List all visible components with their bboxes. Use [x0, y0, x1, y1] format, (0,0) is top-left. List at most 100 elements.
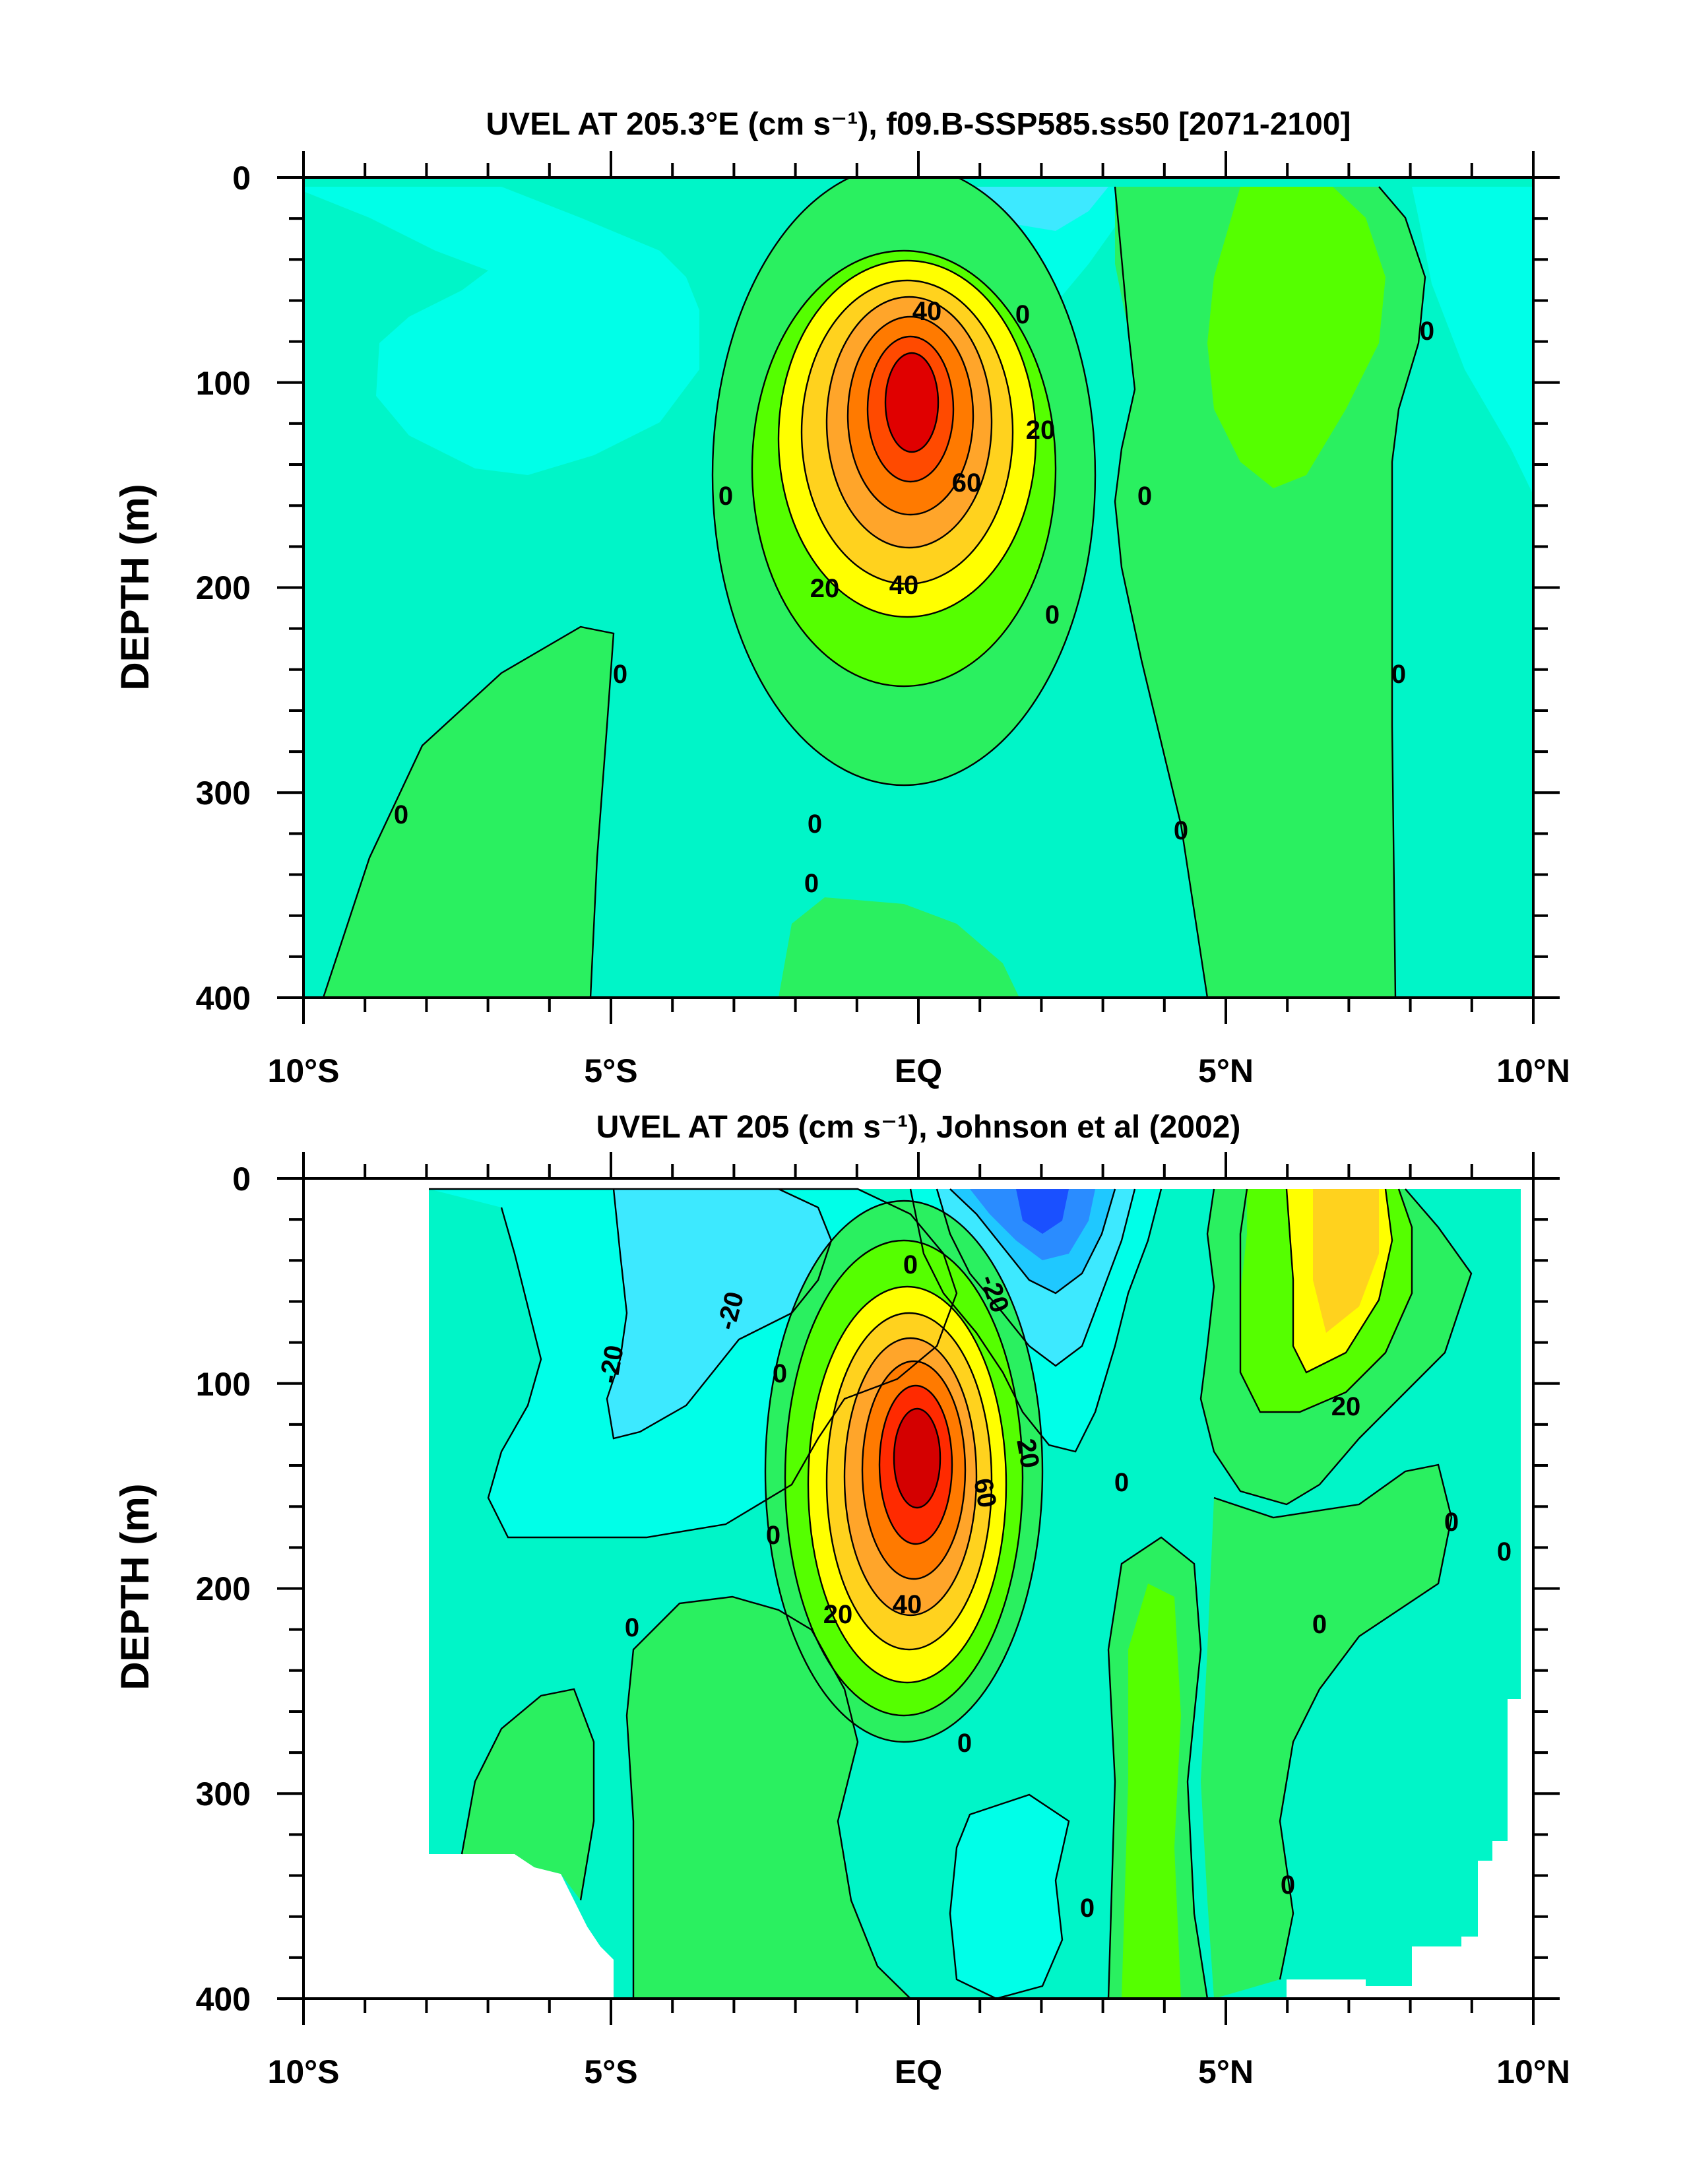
top-jet-contour-1: [751, 249, 1057, 688]
bottom-panel-title: UVEL AT 205 (cm s⁻¹), Johnson et al (200…: [596, 1110, 1241, 1145]
top-core-jet: [713, 177, 1095, 785]
bottom-east-contour-2: [1239, 1188, 1413, 1413]
bottom-center-contour-2: [936, 1188, 1136, 1367]
contour-label: 0: [957, 1729, 972, 1758]
contour-label: 20: [1026, 416, 1056, 445]
contour-label: 60: [952, 468, 982, 498]
bottom-jet-contour-1: [784, 1239, 1024, 1717]
top-east-contour: [1114, 186, 1209, 998]
bottom-jet-contour-4: [843, 1337, 978, 1617]
contour-label: 20: [1331, 1392, 1361, 1421]
contour-label: 40: [912, 297, 942, 326]
bottom-x-tick-label: 10°N: [1496, 2053, 1570, 2090]
top-west-contour: [322, 626, 615, 998]
top-jet-contour-2: [777, 259, 1037, 618]
top-x-tick-label: 10°S: [268, 1052, 340, 1089]
top-x-tick-label: 5°S: [584, 1052, 637, 1089]
top-jet-contour-6: [866, 335, 955, 483]
bottom-jet-contour-3: [825, 1312, 993, 1651]
bottom-east-contour: [1199, 1188, 1473, 1506]
top-positive-region-west: [323, 627, 614, 998]
top-x-tick-label: 10°N: [1496, 1052, 1570, 1089]
bottom-y-tick-label: 200: [196, 1570, 251, 1607]
contour-label: 0: [1045, 600, 1060, 629]
bottom-y-tick-label: 300: [196, 1776, 251, 1813]
bottom-negative-center-5: [1016, 1189, 1069, 1234]
bottom-jet-level-7: [894, 1409, 940, 1508]
bottom-contour-lines: [429, 1188, 1473, 1999]
bottom-y-tick-label: 0: [232, 1161, 251, 1198]
top-y-tick-label: 200: [196, 569, 251, 606]
contour-label: 20: [1011, 1436, 1044, 1470]
bottom-x-tick-label: 10°S: [268, 2053, 340, 2090]
bottom-deep-contour: [949, 1793, 1070, 1999]
contour-label: 0: [625, 1613, 639, 1642]
bottom-jet-contour-6: [878, 1384, 953, 1545]
contour-label: 0: [903, 1250, 918, 1279]
contour-label: -20: [594, 1343, 629, 1386]
contour-label: 0: [1444, 1508, 1459, 1537]
bottom-contour-labels: -20 -20 -20 0 20 0 0 20 0 60 20 0 0 0 40…: [594, 1250, 1512, 1923]
contour-label: 0: [394, 800, 408, 829]
top-y-tick-label: 400: [196, 980, 251, 1017]
bottom-y-axis-label: DEPTH (m): [113, 1483, 157, 1690]
top-jet-contour-7: [884, 352, 940, 453]
contour-label: 0: [1420, 317, 1434, 346]
bottom-midwater-contour: [461, 1688, 595, 1901]
bottom-center-contour-3: [949, 1188, 1116, 1295]
contour-label: 40: [893, 1590, 922, 1619]
bottom-east-contour-3: [1285, 1188, 1393, 1374]
top-positive-region-south: [779, 897, 1019, 998]
bottom-negative-deep: [950, 1795, 1069, 1999]
bottom-x-tick-label: 5°N: [1198, 2053, 1254, 2090]
contour-label: 0: [1174, 816, 1188, 845]
top-y-axis-label: DEPTH (m): [113, 484, 157, 690]
top-contour-labels: 40 0 0 20 0 0 60 0 20 40 0 0 0 0 0 0: [394, 297, 1434, 898]
top-jet-contour-3: [800, 279, 1014, 585]
bottom-y-tick-label: 100: [196, 1366, 251, 1403]
top-panel-title: UVEL AT 205.3°E (cm s⁻¹), f09.B-SSP585.s…: [486, 107, 1351, 142]
top-y-tick-label: 100: [196, 365, 251, 402]
top-strong-region-east: [1207, 187, 1386, 488]
contour-label: 20: [823, 1600, 853, 1629]
contour-label: 0: [1137, 482, 1152, 511]
top-negative-region-2b: [976, 187, 1108, 231]
bottom-jet-contour-5: [861, 1360, 967, 1580]
contour-label: 0: [808, 810, 822, 839]
contour-label: 0: [766, 1521, 781, 1550]
top-y-tick-label: 300: [196, 775, 251, 812]
top-jet-contour-5: [846, 315, 974, 516]
bottom-x-tick-label: EQ: [895, 2053, 942, 2090]
bottom-panel: UVEL AT 205 (cm s⁻¹), Johnson et al (200…: [113, 1110, 1570, 2090]
top-contour-lines: [322, 177, 1426, 998]
contour-label: 20: [810, 574, 840, 603]
contour-label: 0: [804, 869, 819, 898]
bottom-west-contour-2: [606, 1188, 833, 1440]
bottom-center-contour: [909, 1188, 1163, 1453]
contour-label: 0: [1312, 1610, 1327, 1639]
contour-label: 0: [1497, 1537, 1512, 1566]
contour-label: 0: [1015, 300, 1030, 329]
bottom-jet-contour-2: [807, 1285, 1007, 1684]
contour-label: 0: [1391, 660, 1406, 689]
contour-label: 0: [613, 660, 627, 689]
contour-label: 0: [1080, 1894, 1095, 1923]
contour-label: 0: [718, 482, 733, 511]
axis-tick-marks: [277, 151, 1560, 2025]
bottom-negative-west-2: [607, 1189, 831, 1438]
bottom-east-mid-contour: [1213, 1463, 1453, 1980]
bottom-positive-east-mid: [1201, 1465, 1451, 1999]
top-axes: DEPTH (m) 0 100 200 300 400 10°S 5°S EQ …: [113, 160, 1570, 1089]
top-x-tick-label: 5°N: [1198, 1052, 1254, 1089]
top-y-tick-label: 0: [232, 160, 251, 197]
contour-label: 0: [773, 1359, 787, 1388]
bottom-column-contour: [1107, 1536, 1209, 1999]
bottom-south-contour: [625, 1595, 911, 1999]
top-jet-level-7: [885, 353, 938, 452]
bottom-x-tick-label: 5°S: [584, 2053, 637, 2090]
top-panel: UVEL AT 205.3°E (cm s⁻¹), f09.B-SSP585.s…: [113, 107, 1570, 1089]
top-negative-region-1: [303, 187, 699, 475]
contour-label: 0: [1114, 1468, 1129, 1497]
top-x-tick-label: EQ: [895, 1052, 942, 1089]
